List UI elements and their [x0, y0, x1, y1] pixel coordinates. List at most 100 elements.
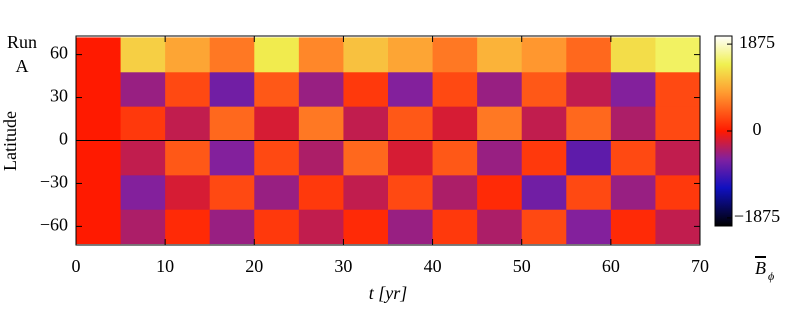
heatmap-cell — [477, 37, 523, 73]
heatmap-cell — [655, 37, 701, 73]
heatmap-cell — [655, 106, 701, 141]
colorbar-tick-label: 0 — [753, 119, 762, 139]
heatmap-cell — [120, 140, 166, 176]
colorbar-label-sub: ϕ — [768, 269, 774, 283]
heatmap-cell — [610, 37, 656, 73]
heatmap-cell — [521, 71, 567, 107]
heatmap-cell — [610, 140, 656, 176]
heatmap-cell — [432, 37, 478, 73]
heatmap-cell — [432, 140, 478, 176]
heatmap-cell — [566, 209, 612, 245]
heatmap-cell — [120, 37, 166, 73]
heatmap-cell — [165, 209, 211, 245]
x-tick-label: 0 — [72, 256, 81, 276]
heatmap-cell — [298, 140, 344, 176]
heatmap-cell — [388, 71, 434, 107]
x-tick-label: 20 — [245, 256, 263, 276]
heatmap-cell — [477, 140, 523, 176]
heatmap-cell — [76, 209, 122, 245]
heatmap-cell — [610, 71, 656, 107]
heatmap-cell — [298, 174, 344, 210]
heatmap-cell — [76, 37, 122, 73]
heatmap-cell — [655, 174, 701, 210]
heatmap-cell — [432, 174, 478, 210]
heatmap-cell — [432, 209, 478, 245]
x-tick-label: 40 — [424, 256, 442, 276]
heatmap-cell — [165, 37, 211, 73]
heatmap-cell — [477, 71, 523, 107]
heatmap-cell — [655, 140, 701, 176]
heatmap-cell — [388, 106, 434, 141]
heatmap-cell — [388, 209, 434, 245]
heatmap-cell — [76, 174, 122, 210]
x-tick-label: 50 — [513, 256, 531, 276]
heatmap-cell — [521, 140, 567, 176]
heatmap-cell — [298, 37, 344, 73]
annotation: Run — [7, 32, 37, 52]
heatmap-cell — [254, 209, 300, 245]
y-tick-label: 0 — [59, 129, 68, 149]
x-tick-label: 70 — [691, 256, 709, 276]
heatmap-cell — [120, 71, 166, 107]
heatmap-cell — [655, 209, 701, 245]
colorbar-label: B — [755, 258, 766, 278]
heatmap-cell — [388, 37, 434, 73]
heatmap-cell — [298, 106, 344, 141]
x-tick-label: 60 — [602, 256, 620, 276]
heatmap-cell — [566, 37, 612, 73]
heatmap-cell — [343, 174, 389, 210]
heatmap-cell — [610, 106, 656, 141]
heatmap-cell — [388, 140, 434, 176]
y-tick-label: −60 — [40, 215, 68, 235]
heatmap-cell — [388, 174, 434, 210]
heatmap-cell — [343, 71, 389, 107]
heatmap-cell — [521, 209, 567, 245]
heatmap-cell — [209, 174, 255, 210]
heatmap-cell — [209, 37, 255, 73]
heatmap-cell — [477, 209, 523, 245]
heatmap-cell — [254, 174, 300, 210]
y-tick-label: −30 — [40, 172, 68, 192]
heatmap-cell — [432, 71, 478, 107]
x-tick-label: 10 — [156, 256, 174, 276]
heatmap-cell — [120, 174, 166, 210]
heatmap-cell — [120, 106, 166, 141]
heatmap-cell — [566, 106, 612, 141]
heatmap-cell — [76, 106, 122, 141]
heatmap-cell — [120, 209, 166, 245]
x-tick-label: 30 — [334, 256, 352, 276]
heatmap-cell — [477, 174, 523, 210]
heatmap-cell — [254, 71, 300, 107]
heatmap-cell — [566, 140, 612, 176]
heatmap-cell — [610, 174, 656, 210]
heatmap-cell — [165, 174, 211, 210]
heatmap-cell — [521, 174, 567, 210]
annotation: A — [16, 56, 29, 76]
heatmap-cell — [254, 106, 300, 141]
heatmap-cell — [343, 209, 389, 245]
heatmap-cell — [566, 174, 612, 210]
heatmap-cell — [566, 71, 612, 107]
heatmap-cell — [254, 140, 300, 176]
heatmap-cell — [343, 37, 389, 73]
heatmap-cell — [209, 106, 255, 141]
heatmap-cell — [76, 140, 122, 176]
heatmap-cell — [165, 71, 211, 107]
heatmap-cell — [655, 71, 701, 107]
heatmap-cell — [76, 71, 122, 107]
heatmap-cell — [298, 71, 344, 107]
heatmap-cell — [209, 209, 255, 245]
heatmap-cell — [521, 106, 567, 141]
heatmap-cell — [610, 209, 656, 245]
colorbar-tick-label: −1875 — [734, 206, 780, 226]
y-tick-label: 60 — [50, 43, 68, 63]
heatmap-cell — [343, 106, 389, 141]
heatmap-cell — [209, 71, 255, 107]
x-axis-label: t [yr] — [369, 283, 408, 303]
y-tick-label: 30 — [50, 86, 68, 106]
heatmap-cell — [343, 140, 389, 176]
heatmap-cell — [209, 140, 255, 176]
heatmap-cell — [521, 37, 567, 73]
y-axis-label: Latitude — [0, 111, 20, 171]
